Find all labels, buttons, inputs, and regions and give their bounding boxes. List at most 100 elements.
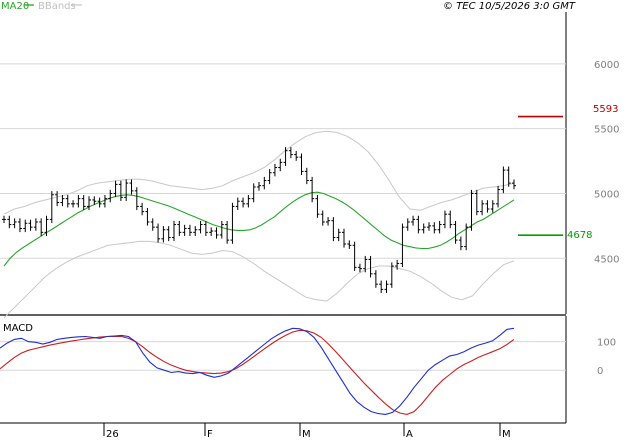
price-bar bbox=[209, 227, 214, 236]
price-bar bbox=[427, 222, 431, 231]
price-bar bbox=[193, 226, 198, 236]
price-axis-tick-label: 5000 bbox=[594, 189, 619, 200]
macd-axis-tick-label: 0 bbox=[597, 366, 603, 377]
price-bar bbox=[150, 218, 155, 231]
support-level-label: 4678 bbox=[567, 230, 592, 241]
price-axis-tick-label: 4500 bbox=[594, 254, 619, 265]
price-bar bbox=[368, 255, 373, 278]
x-axis-tick-label: A bbox=[406, 429, 413, 440]
price-bar bbox=[113, 180, 118, 198]
price-bar bbox=[182, 224, 187, 236]
price-bar bbox=[389, 262, 394, 288]
macd-axis-tick-label: 100 bbox=[597, 338, 616, 349]
price-bar bbox=[320, 210, 325, 226]
price-bar bbox=[108, 189, 113, 203]
price-bar bbox=[156, 223, 161, 243]
price-bar bbox=[246, 195, 251, 208]
price-bar bbox=[241, 197, 246, 208]
price-bar bbox=[44, 215, 49, 236]
x-axis-tick-label: 26 bbox=[106, 429, 119, 440]
price-bar bbox=[203, 220, 208, 236]
price-bar bbox=[55, 191, 60, 207]
price-bar bbox=[395, 259, 400, 270]
price-bar bbox=[166, 226, 171, 242]
price-bar bbox=[432, 222, 437, 234]
price-bar bbox=[172, 220, 176, 242]
price-bar bbox=[384, 280, 389, 294]
price-bar bbox=[267, 169, 272, 185]
price-bar bbox=[442, 210, 447, 229]
price-bar bbox=[17, 218, 22, 233]
price-bar bbox=[2, 215, 6, 224]
price-bars-layer bbox=[2, 147, 516, 294]
price-axis-tick-label: 6000 bbox=[594, 60, 619, 71]
price-bar bbox=[225, 220, 230, 244]
price-bar bbox=[102, 195, 107, 208]
ma20-layer bbox=[3, 191, 515, 267]
x-axis-tick-label: M bbox=[302, 429, 311, 440]
price-bar bbox=[496, 185, 501, 208]
price-bar bbox=[512, 179, 516, 190]
price-bar bbox=[65, 195, 70, 208]
price-bar bbox=[315, 195, 320, 218]
macd-main-line bbox=[0, 327, 515, 415]
price-bar bbox=[272, 163, 277, 177]
price-bar bbox=[124, 179, 129, 201]
price-bar bbox=[118, 180, 123, 201]
price-bar bbox=[357, 263, 362, 273]
price-bar bbox=[49, 191, 54, 224]
price-bar bbox=[453, 220, 458, 244]
price-bar bbox=[134, 187, 139, 211]
price-bar bbox=[448, 210, 453, 229]
price-bar bbox=[87, 196, 91, 211]
price-bar bbox=[342, 228, 346, 248]
price-bar bbox=[219, 220, 224, 239]
price-bar bbox=[501, 166, 506, 194]
price-bar bbox=[299, 153, 304, 176]
macd-signal-line bbox=[0, 329, 515, 415]
price-bar bbox=[214, 227, 219, 239]
price-bar bbox=[310, 176, 315, 203]
price-bar bbox=[97, 197, 102, 208]
price-bar bbox=[480, 200, 485, 216]
copyright-text: © TEC 10/5/2026 3:0 GMT bbox=[443, 1, 576, 12]
price-bar bbox=[400, 223, 405, 268]
price-bar bbox=[129, 179, 134, 195]
resistance-level-label: 5593 bbox=[593, 104, 618, 115]
price-bar bbox=[187, 224, 192, 236]
price-bar bbox=[81, 195, 86, 211]
price-bar bbox=[145, 207, 150, 226]
price-bar bbox=[421, 223, 426, 234]
price-bar bbox=[76, 195, 81, 208]
bbands-legend-label: BBands bbox=[38, 1, 76, 12]
price-bar bbox=[437, 220, 442, 234]
price-bar bbox=[379, 280, 384, 294]
price-bar bbox=[405, 218, 410, 231]
x-axis-tick-label: M bbox=[502, 429, 511, 440]
price-bar bbox=[262, 176, 267, 190]
price-bar bbox=[458, 236, 463, 251]
price-bar bbox=[490, 200, 495, 213]
price-bar bbox=[352, 241, 357, 271]
price-bar bbox=[33, 218, 38, 231]
price-bar bbox=[283, 147, 288, 166]
price-bar bbox=[506, 166, 511, 187]
price-bar bbox=[39, 218, 44, 236]
price-bar bbox=[92, 196, 97, 205]
price-axis-tick-label: 5500 bbox=[594, 125, 619, 136]
levels-layer bbox=[518, 115, 563, 236]
price-bar bbox=[177, 220, 182, 236]
price-bar bbox=[161, 226, 166, 243]
price-bar bbox=[347, 240, 352, 249]
price-bar bbox=[230, 202, 235, 244]
price-bar bbox=[28, 219, 33, 231]
price-bar bbox=[469, 189, 474, 231]
macd-layer bbox=[0, 327, 515, 415]
ma20-line bbox=[3, 191, 515, 267]
x-axis-tick-label: F bbox=[207, 429, 213, 440]
price-bar bbox=[373, 270, 378, 288]
ma20-legend-label: MA20 bbox=[1, 1, 29, 12]
price-bar bbox=[7, 215, 12, 229]
